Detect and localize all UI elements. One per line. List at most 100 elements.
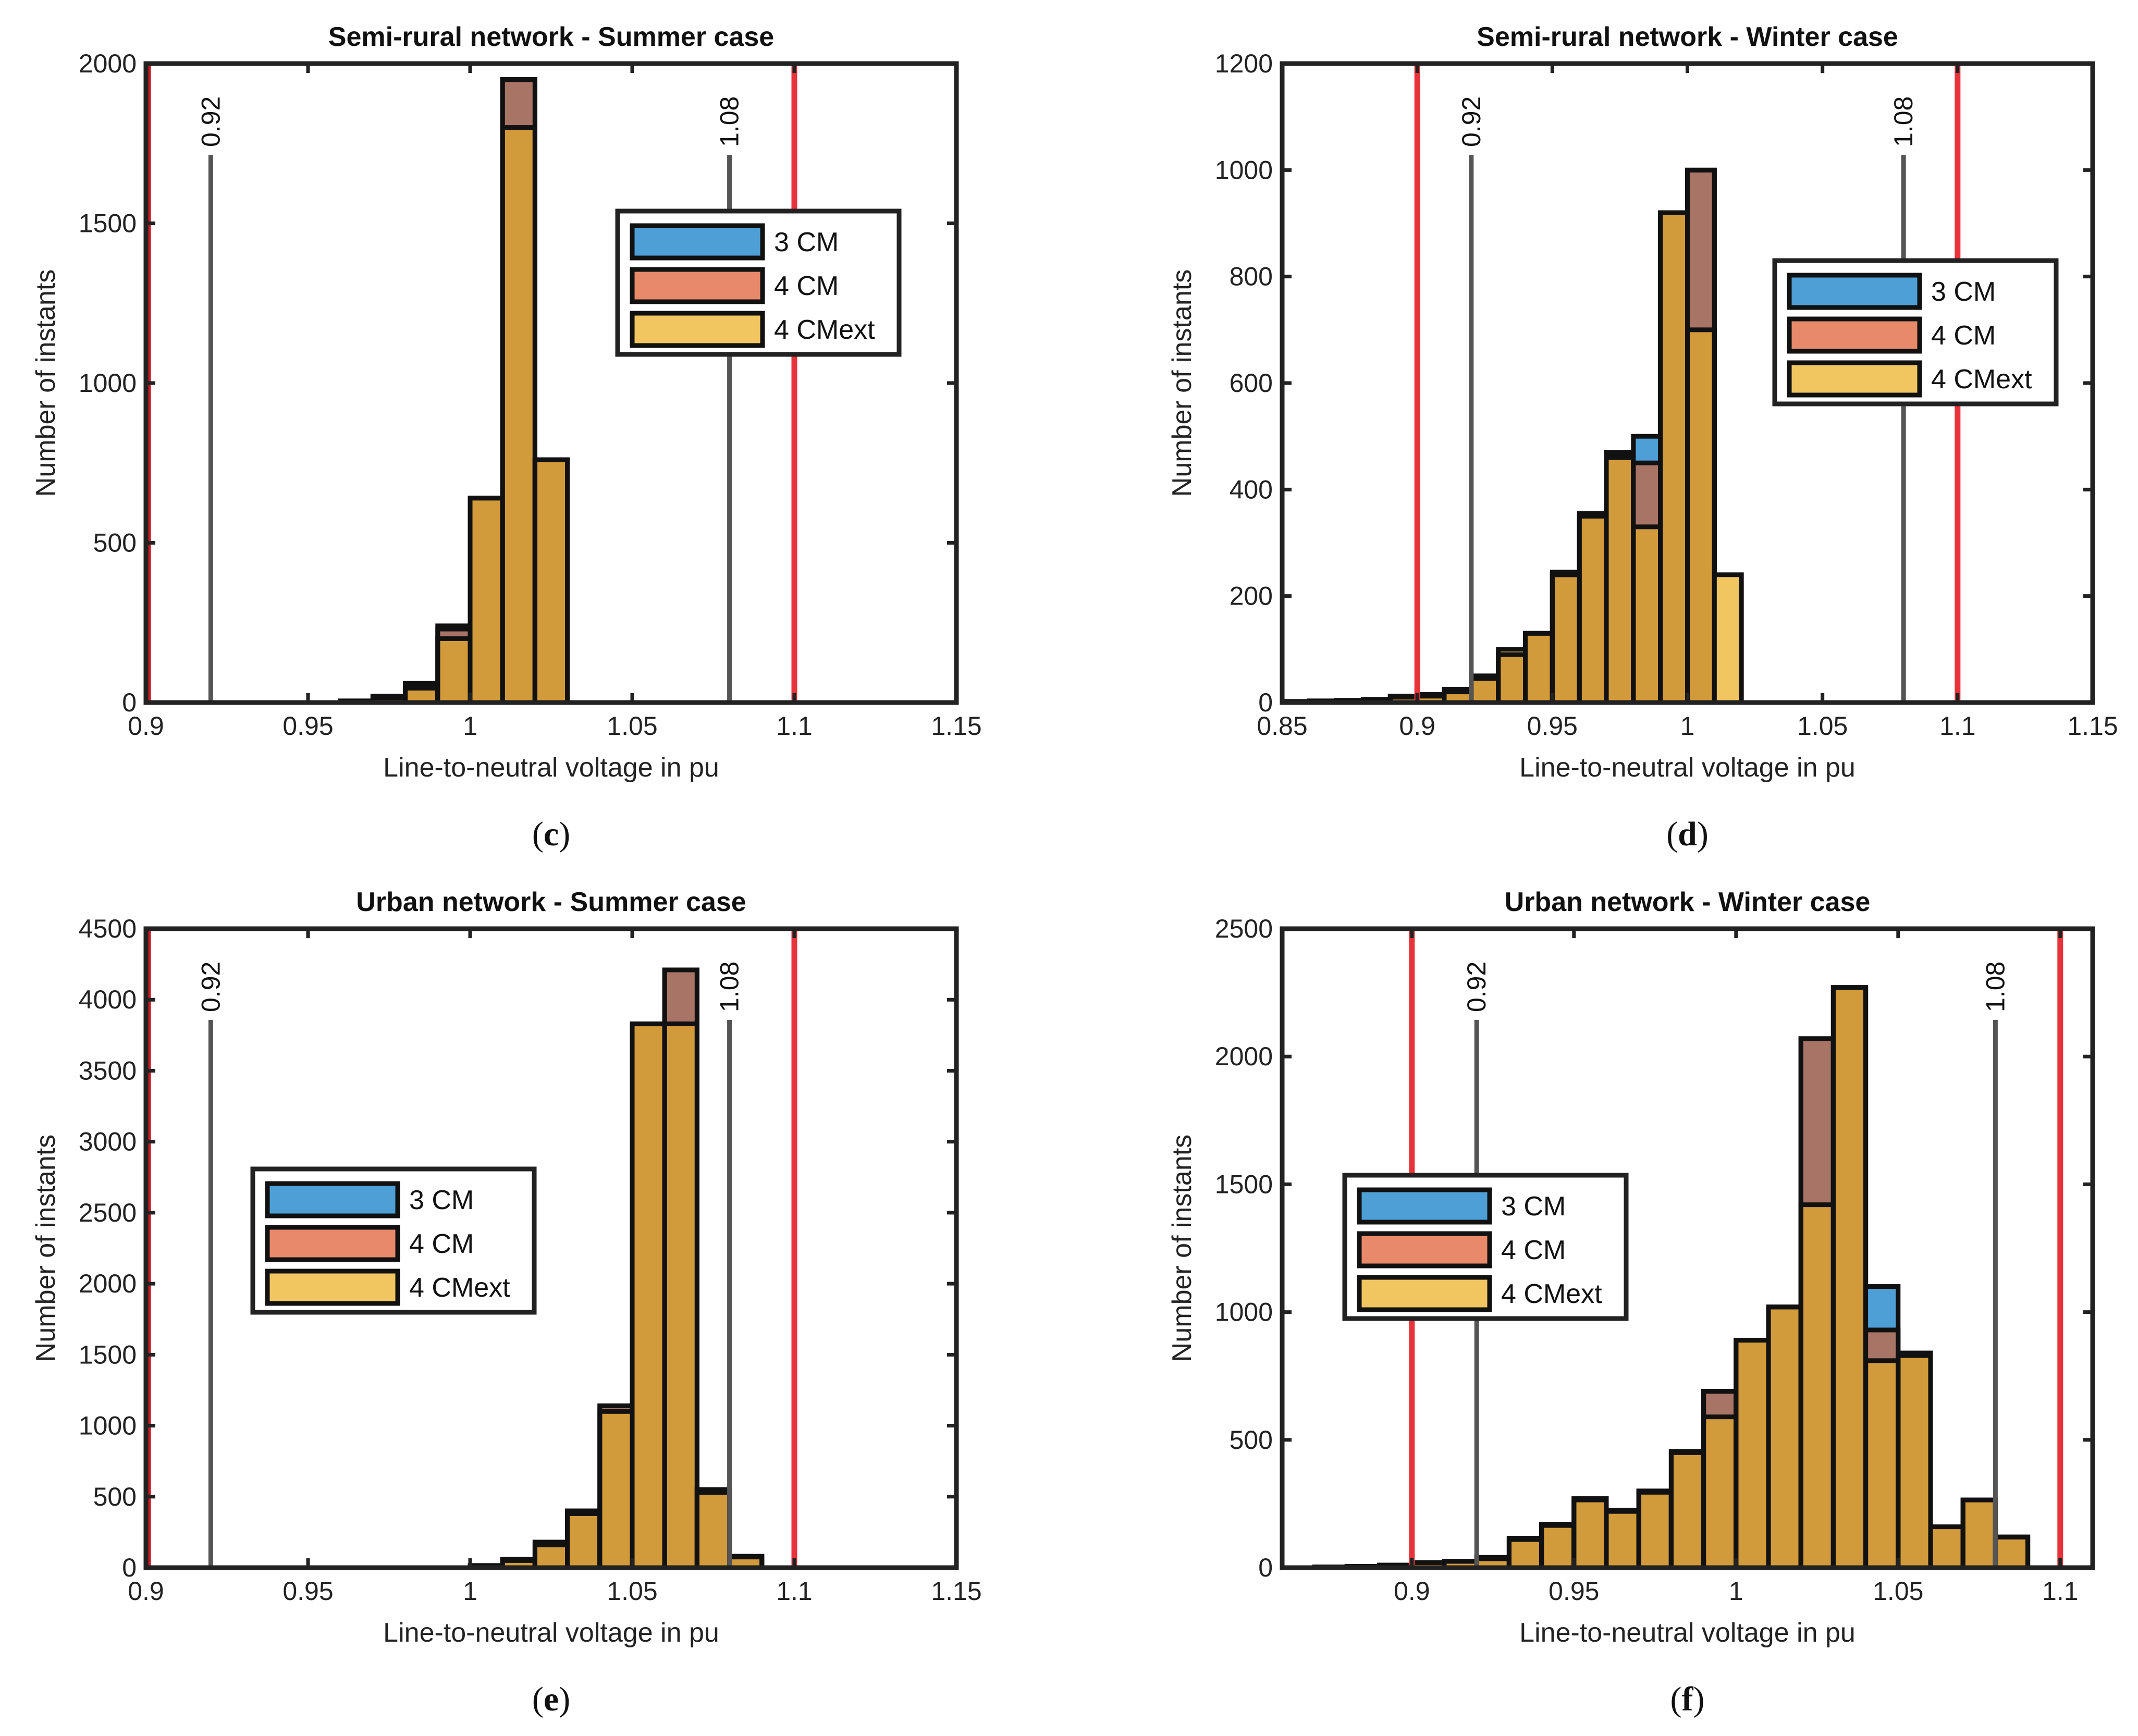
x-tick-label: 0.95 (282, 1577, 333, 1606)
bar-segment (1714, 574, 1742, 703)
x-tick-label: 0.95 (282, 711, 333, 741)
chart-panel-f: Urban network - Winter case 0.92 1.08 0.9 0.… (1167, 887, 2095, 1718)
bar-overlap (1703, 1417, 1736, 1568)
legend-swatch-4-cmext (630, 311, 765, 348)
bar-segment (1801, 1038, 1834, 1205)
bar-overlap (697, 1492, 730, 1568)
panel-paren-open: ( (1670, 1680, 1682, 1718)
bar-overlap (632, 1024, 665, 1568)
legend-swatch-4-cm (265, 1225, 400, 1262)
ref-line-label: 0.92 (1457, 96, 1486, 147)
y-tick-label: 1500 (1215, 1169, 1273, 1199)
y-tick-label: 0 (1258, 1553, 1273, 1582)
bar-overlap (470, 498, 503, 703)
legend: 3 CM 4 CM 4 CMext (250, 1166, 537, 1315)
legend-swatch-4-cmext (1787, 360, 1922, 398)
bar-overlap (1671, 1452, 1704, 1568)
legend-label: 4 CMext (1931, 364, 2032, 395)
chart-panel-e: Urban network - Summer case 0.92 1.08 0.9 0.… (31, 887, 982, 1718)
bar-overlap (1736, 1340, 1768, 1568)
x-tick-label: 1.05 (607, 1577, 657, 1606)
ref-line-label: 0.92 (196, 962, 225, 1012)
y-tick-label: 2500 (1215, 914, 1273, 943)
bar-overlap (567, 1513, 600, 1568)
x-tick-label: 0.95 (1527, 711, 1578, 741)
bar-overlap (1541, 1525, 1574, 1568)
y-tick-label: 1000 (79, 1411, 137, 1440)
bar-overlap (1552, 574, 1580, 703)
panel-paren-close: ) (559, 1680, 570, 1718)
panel-paren-close: ) (559, 815, 570, 853)
chart-title: Urban network - Winter case (1505, 887, 1871, 917)
bar-overlap (1606, 1511, 1639, 1568)
legend-label: 3 CM (1931, 277, 1996, 307)
y-tick-label: 1000 (79, 368, 137, 398)
panel-letter: e (544, 1680, 559, 1718)
x-tick-label: 1.05 (607, 711, 657, 741)
y-tick-label: 200 (1230, 582, 1273, 611)
bar-overlap (1639, 1492, 1672, 1568)
bar-overlap (1833, 987, 1866, 1568)
bar-overlap (1444, 692, 1471, 703)
bar-segment (1633, 436, 1661, 463)
bar-overlap (1865, 1360, 1898, 1568)
bar-segment (1865, 1286, 1898, 1330)
y-tick-label: 1500 (79, 209, 137, 238)
legend-label: 3 CM (774, 227, 839, 257)
panel-label: (e) (532, 1680, 570, 1718)
chart-title: Urban network - Summer case (356, 887, 746, 917)
ref-line-label: 0.92 (196, 96, 225, 147)
legend-label: 4 CM (409, 1229, 474, 1259)
bar-overlap (1579, 516, 1606, 703)
bar-overlap (405, 688, 438, 703)
x-tick-label: 0.9 (1399, 711, 1435, 741)
bar-overlap (1525, 633, 1553, 703)
y-axis-label: Number of instants (1167, 1135, 1197, 1362)
x-tick-label: 1.1 (2042, 1577, 2079, 1606)
bar-segment (437, 629, 470, 639)
y-tick-label: 800 (1230, 262, 1273, 291)
bars-group (338, 77, 570, 705)
bar-overlap (1411, 1562, 1444, 1568)
axes-frame (143, 926, 959, 1570)
y-tick-label: 1500 (79, 1340, 137, 1369)
legend-swatch-4-cm (1357, 1231, 1492, 1269)
y-tick-label: 1200 (1215, 49, 1273, 78)
x-tick-label: 1.1 (776, 711, 813, 741)
bar-overlap (1390, 697, 1418, 703)
y-tick-label: 4000 (79, 985, 137, 1014)
legend-swatch-3-cm (630, 223, 765, 261)
bar-segment (1498, 649, 1526, 655)
panel-letter: d (1678, 815, 1697, 853)
legend-label: 4 CMext (409, 1273, 510, 1303)
y-axis-label: Number of instants (31, 269, 61, 497)
x-tick-label: 0.85 (1257, 711, 1307, 741)
ref-line-label: 0.92 (1462, 962, 1491, 1012)
chart-title: Semi-rural network - Winter case (1477, 22, 1898, 52)
x-tick-label: 1 (1729, 1577, 1743, 1606)
legend: 3 CM 4 CM 4 CMext (615, 208, 902, 357)
bar-overlap (1574, 1500, 1606, 1568)
y-tick-label: 2000 (79, 49, 137, 78)
bar-segment (665, 970, 697, 1024)
y-tick-label: 500 (93, 528, 137, 558)
bar-overlap (535, 1545, 568, 1568)
bars-group (1280, 167, 1744, 705)
y-tick-label: 2000 (1215, 1042, 1273, 1071)
x-tick-label: 1 (463, 711, 477, 741)
legend-swatch-3-cm (1357, 1187, 1492, 1225)
legend-label: 4 CMext (1501, 1279, 1602, 1309)
legend-swatch-3-cm (265, 1181, 400, 1218)
panel-letter: f (1682, 1680, 1694, 1718)
legend-swatch-4-cm (630, 267, 765, 304)
ref-line-label: 1.08 (715, 96, 744, 147)
bar-segment (1703, 1391, 1736, 1417)
y-tick-label: 4500 (79, 914, 137, 943)
x-tick-label: 1.05 (1797, 711, 1848, 741)
bar-overlap (1606, 458, 1633, 703)
bar-overlap (1963, 1500, 1996, 1568)
bar-overlap (437, 638, 470, 703)
y-tick-label: 3500 (79, 1056, 137, 1085)
bar-overlap (1995, 1537, 2028, 1568)
legend-swatch-4-cm (1787, 316, 1922, 354)
